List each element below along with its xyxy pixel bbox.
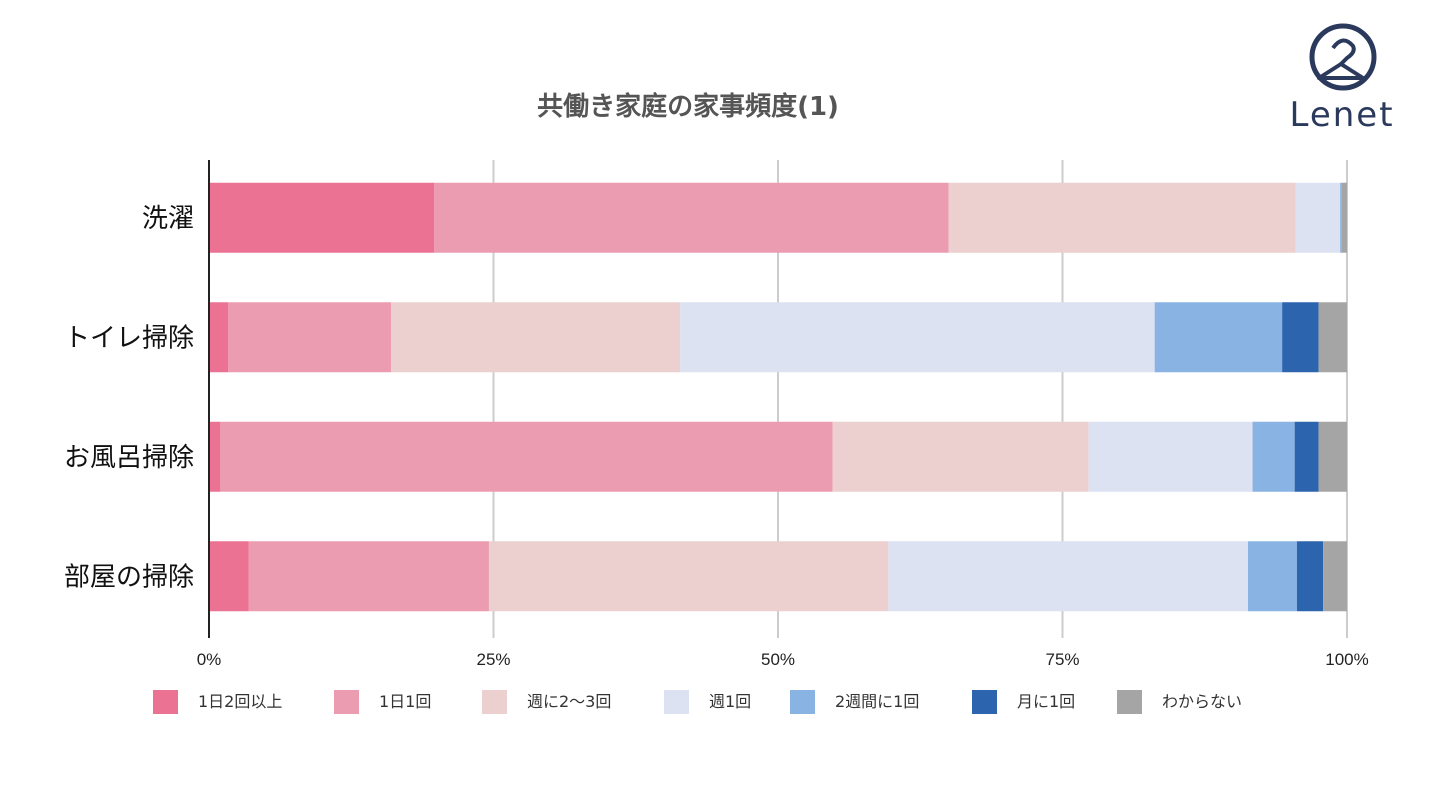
brand-logo: Lenet — [1289, 23, 1394, 135]
bar-segment — [832, 421, 1089, 492]
bar-segment — [488, 541, 889, 612]
bar-segment — [1088, 421, 1253, 492]
bars — [209, 182, 1347, 612]
category-label: トイレ掃除 — [64, 323, 194, 353]
bar-segment — [1154, 302, 1283, 373]
bar-segment — [209, 182, 435, 253]
legend-label: 月に1回 — [1017, 692, 1075, 711]
x-tick-label: 25% — [476, 650, 510, 669]
bar-segment — [220, 421, 833, 492]
legend: 1日2回以上 1日1回 週に2〜3回 週1回 2週間に1回 月に1回 わからない — [153, 690, 1242, 714]
bar-segment — [1341, 182, 1347, 253]
logo-hanger-icon — [1317, 38, 1365, 80]
x-tick-label: 100% — [1325, 650, 1368, 669]
bar-segment — [209, 421, 221, 492]
legend-label: わからない — [1162, 692, 1242, 711]
legend-label: 1日2回以上 — [198, 692, 282, 711]
bar-segment — [1340, 182, 1342, 253]
category-label: お風呂掃除 — [64, 443, 194, 473]
legend-label: 週1回 — [709, 692, 751, 711]
bar-segment — [1323, 541, 1347, 612]
legend-swatch — [482, 690, 507, 714]
chart-title: 共働き家庭の家事頻度(1) — [537, 91, 839, 122]
bar-segment — [1252, 421, 1295, 492]
bar-segment — [1247, 541, 1297, 612]
bar-segment — [1318, 421, 1347, 492]
bar-segment — [209, 541, 249, 612]
bar-segment — [391, 302, 681, 373]
bar-segment — [1295, 182, 1341, 253]
x-tick-label: 50% — [761, 650, 795, 669]
bar-segment — [1282, 302, 1319, 373]
legend-swatch — [334, 690, 359, 714]
bar-segment — [1296, 541, 1324, 612]
x-tick-label: 75% — [1045, 650, 1079, 669]
logo-text: Lenet — [1289, 95, 1394, 135]
legend-label: 1日1回 — [379, 692, 431, 711]
x-tick-label: 0% — [197, 650, 222, 669]
bar-segment — [948, 182, 1296, 253]
legend-label: 2週間に1回 — [835, 692, 919, 711]
category-label: 洗濯 — [142, 204, 194, 234]
x-axis-ticks: 0% 25% 50% 75% 100% — [197, 650, 1369, 669]
bar-segment — [1318, 302, 1347, 373]
legend-swatch — [153, 690, 178, 714]
bar-segment — [228, 302, 392, 373]
legend-swatch — [790, 690, 815, 714]
legend-swatch — [1117, 690, 1142, 714]
legend-label: 週に2〜3回 — [527, 692, 611, 711]
bar-segment — [209, 302, 229, 373]
category-label: 部屋の掃除 — [64, 562, 194, 592]
bar-segment — [248, 541, 489, 612]
legend-swatch — [972, 690, 997, 714]
legend-swatch — [664, 690, 689, 714]
bar-segment — [434, 182, 949, 253]
bar-segment — [888, 541, 1248, 612]
logo-circle-icon — [1309, 23, 1377, 91]
bar-segment — [680, 302, 1155, 373]
bar-segment — [1294, 421, 1319, 492]
